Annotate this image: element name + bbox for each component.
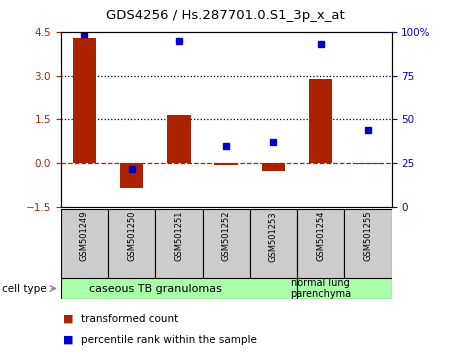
Bar	[356, 163, 380, 164]
Text: GSM501252: GSM501252	[221, 211, 230, 262]
Bar	[261, 163, 285, 171]
Text: GSM501250: GSM501250	[127, 211, 136, 262]
Text: GDS4256 / Hs.287701.0.S1_3p_x_at: GDS4256 / Hs.287701.0.S1_3p_x_at	[106, 9, 344, 22]
Text: ■: ■	[63, 314, 73, 324]
Bar	[108, 209, 155, 278]
Bar	[202, 209, 250, 278]
Bar	[61, 209, 108, 278]
Bar	[155, 209, 202, 278]
Text: GSM501253: GSM501253	[269, 211, 278, 262]
Bar	[167, 115, 191, 163]
Bar	[309, 79, 333, 163]
Text: GSM501254: GSM501254	[316, 211, 325, 262]
Bar	[250, 209, 297, 278]
Bar	[72, 38, 96, 163]
Text: normal lung
parenchyma: normal lung parenchyma	[290, 278, 351, 299]
Bar	[214, 163, 238, 165]
Text: GSM501255: GSM501255	[364, 211, 373, 262]
Text: GSM501249: GSM501249	[80, 211, 89, 262]
Bar	[297, 278, 392, 299]
Text: transformed count: transformed count	[81, 314, 178, 324]
Text: percentile rank within the sample: percentile rank within the sample	[81, 335, 257, 345]
Text: GSM501251: GSM501251	[175, 211, 184, 262]
Text: cell type: cell type	[2, 284, 47, 293]
Bar	[120, 163, 144, 188]
Bar	[61, 278, 297, 299]
Text: caseous TB granulomas: caseous TB granulomas	[89, 284, 222, 293]
Bar	[297, 209, 344, 278]
Bar	[344, 209, 392, 278]
Text: ■: ■	[63, 335, 73, 345]
